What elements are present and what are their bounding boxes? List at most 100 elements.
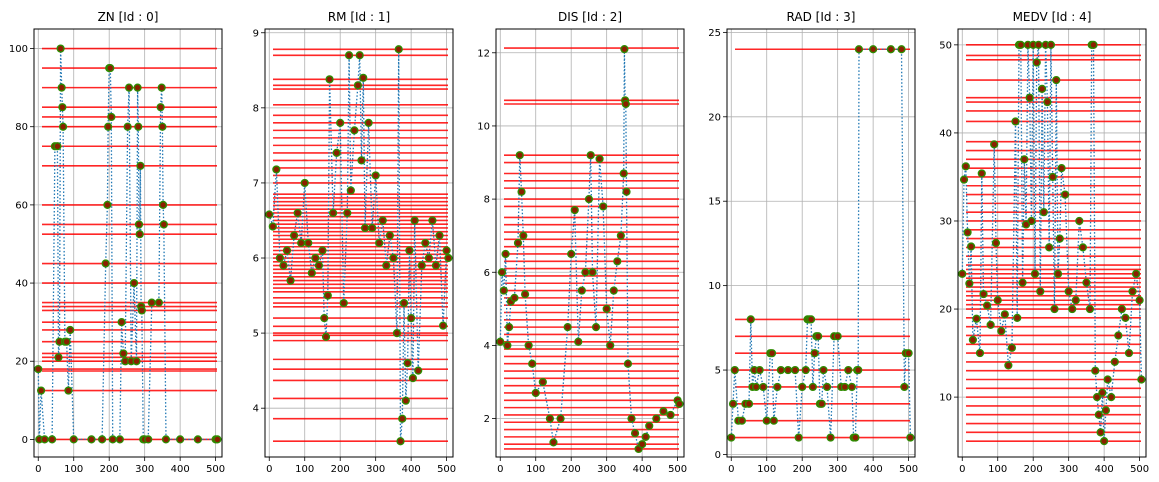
data-point [619,169,628,178]
data-point [104,122,113,131]
x-tick-label: 200 [562,464,581,475]
data-point [844,365,853,375]
y-tick-label: 4 [253,404,259,415]
data-point [581,268,590,277]
data-point [382,261,391,270]
data-point [329,208,338,218]
data-point [1082,278,1091,287]
y-tick-label: 20 [939,305,952,316]
y-tick-label: 30 [939,216,952,227]
data-point [1128,287,1137,296]
data-point [997,326,1006,336]
data-point [979,289,988,299]
data-point [599,202,608,211]
data-point [405,246,414,255]
x-tick-label: 500 [899,464,918,475]
data-point [396,437,405,446]
data-point [602,304,611,313]
data-point [1052,75,1061,85]
data-point [398,414,407,423]
x-tick-label: 500 [668,464,687,475]
y-tick-label: 6 [484,268,490,279]
data-point [1071,296,1080,305]
data-point [101,259,110,268]
data-point [410,216,419,225]
y-tick-label: 0 [22,435,28,446]
subplot-1: RM [Id : 1] 0 100 200 300 400 500 4 5 6 7 8 9 [253,10,457,475]
data-point [158,122,167,131]
x-tick-label: 200 [793,464,812,475]
data-point [819,365,828,375]
x-tick-label: 100 [526,464,545,475]
data-point [958,269,967,278]
data-point [1000,310,1009,319]
data-point [431,261,441,270]
data-point [801,365,810,375]
subplot-3: RAD [Id : 3] 0 100 200 300 400 500 0 5 10 15 20 25 [708,10,918,475]
data-point [53,142,62,151]
data-point [505,323,514,332]
x-tick-label: 300 [597,464,616,475]
data-point [810,349,819,358]
data-point [606,341,615,350]
x-tick-label: 300 [366,464,385,475]
y-tick-label: 7 [253,178,259,189]
data-point [360,223,370,233]
data-point [630,429,640,438]
x-tick-label: 0 [728,464,734,475]
data-point [869,45,878,54]
data-point [300,178,309,188]
data-point [675,399,684,409]
data-point [364,118,373,127]
data-point [591,323,601,332]
x-tick-label: 0 [266,464,272,475]
y-tick-label: 0 [715,450,721,461]
data-point [900,382,909,392]
data-point [421,238,430,248]
x-tick-label: 100 [988,464,1007,475]
subplot-title: ZN [Id : 0] [98,10,159,24]
data-point [1098,388,1107,397]
y-tick-label: 10 [477,121,490,132]
data-point [513,238,523,248]
data-point [1055,234,1064,243]
data-point [1061,190,1070,199]
data-point [1032,58,1041,67]
data-point [503,341,512,350]
data-point [1039,208,1048,217]
data-point [991,238,1001,248]
data-point [1053,269,1063,278]
data-point [645,421,654,431]
data-point [134,122,143,131]
data-point [58,103,67,112]
data-point [728,399,738,408]
subplot-title: DIS [Id : 2] [558,10,622,24]
data-point [538,377,547,387]
data-point [1124,348,1134,358]
y-tick-label: 25 [708,28,721,39]
data-point [132,357,141,366]
data-point [159,200,168,209]
y-tick-label: 12 [477,48,490,59]
data-point [378,216,387,225]
data-point [339,298,348,308]
data-point [762,416,771,425]
data-point [323,291,332,300]
data-point [854,45,864,54]
x-tick-label: 300 [828,464,847,475]
data-point [1135,296,1144,305]
x-tick-label: 100 [757,464,776,475]
data-point [1020,155,1029,164]
data-point [595,154,604,163]
data-point [641,432,650,441]
data-point [1030,269,1040,278]
data-point [982,301,992,310]
y-tick-label: 6 [253,254,259,265]
data-point [520,290,530,299]
data-point [444,253,453,263]
data-point [798,382,807,392]
data-point [972,314,981,323]
data-point [666,410,675,420]
data-point [103,200,112,209]
data-point [119,349,128,358]
